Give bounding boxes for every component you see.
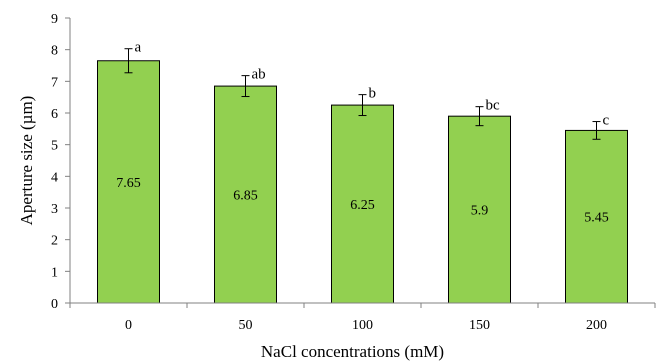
y-tick-label: 9 [51,12,58,27]
bar-value-label: 5.45 [584,211,609,226]
bar [448,115,511,304]
significance-letter: bc [486,98,501,114]
x-tick-label: 100 [352,318,373,333]
x-tick-label: 150 [469,318,490,333]
x-axis-ticks: 0 50 100 150 200 [69,303,656,333]
x-tick-label: 0 [125,318,132,333]
error-bars [124,48,601,140]
y-axis-ticks: 0 1 2 3 4 5 6 7 8 9 [51,12,70,312]
significance-letter: b [369,86,377,102]
significance-letter: a [135,40,142,56]
bar-value-label: 6.25 [350,198,375,213]
bar [565,129,628,304]
y-tick-label: 6 [51,107,58,122]
bar [214,85,277,304]
x-tick-label: 200 [586,318,607,333]
y-tick-label: 7 [51,75,58,90]
y-tick-label: 5 [51,139,58,154]
significance-labels: a ab b bc c [135,40,610,129]
bar-value-label: 5.9 [471,204,489,219]
y-tick-label: 0 [51,297,58,312]
bar-value-label: 6.85 [233,189,258,204]
bar-value-label: 7.65 [116,176,141,191]
x-tick-label: 50 [239,318,253,333]
data-labels: 7.65 6.85 6.25 5.9 5.45 [116,176,609,226]
x-axis-title: NaCl concentrations (mM) [261,342,444,361]
significance-letter: ab [252,67,266,83]
y-tick-label: 3 [51,202,58,217]
significance-letter: c [603,113,610,129]
y-tick-label: 1 [51,265,58,280]
y-tick-label: 2 [51,234,58,249]
y-tick-label: 8 [51,44,58,59]
y-axis-title: Aperture size (µm) [17,96,36,226]
y-tick-label: 4 [51,170,58,185]
